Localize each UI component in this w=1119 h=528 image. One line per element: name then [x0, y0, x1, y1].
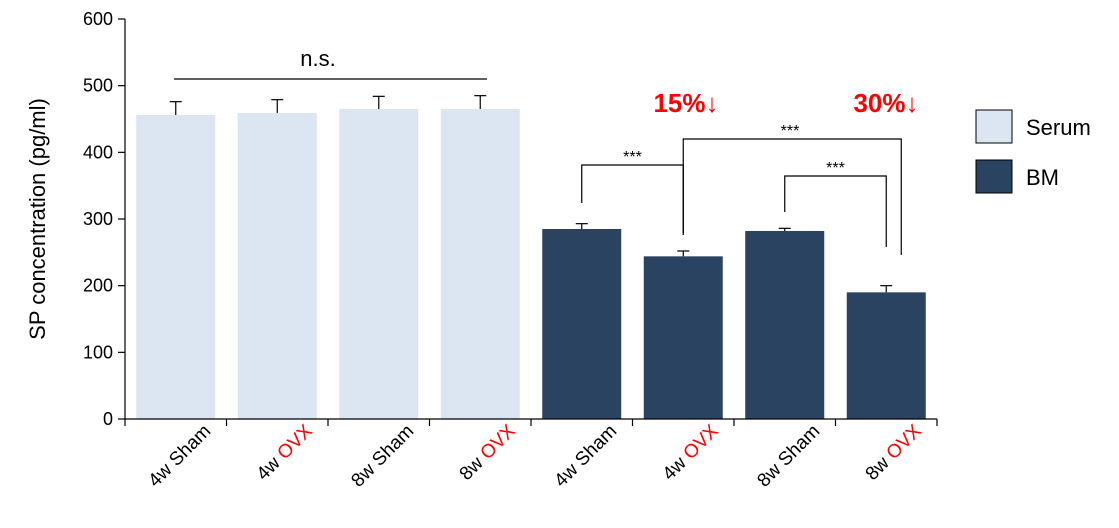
ns-label: n.s.: [300, 46, 335, 71]
legend-label: BM: [1026, 165, 1059, 190]
bar: [339, 109, 419, 419]
x-tick-label: 4w OVX: [253, 420, 317, 484]
x-tick-label: 4w Sham: [550, 421, 621, 492]
x-axis: 4w Sham 4w OVX 8w Sham 8w OVX 4w Sham 4w OVX 8…: [124, 418, 938, 492]
bar: [136, 115, 216, 419]
x-tick-label: 4w OVX: [659, 420, 723, 484]
x-tick-label: 4w Sham: [144, 421, 215, 492]
x-tick-label: 8w OVX: [862, 420, 926, 484]
bars: [136, 95, 926, 419]
x-tick-label: 8w Sham: [753, 421, 824, 492]
sig-label: ***: [826, 160, 845, 177]
annotations: n.s. *** *** *** 15%↓ 30%↓: [174, 46, 919, 255]
sig-bracket-8w: [784, 175, 887, 247]
x-tick-label: 8w OVX: [456, 420, 520, 484]
sig-label: ***: [781, 123, 800, 140]
y-axis: 0 100 200 300 400 500 600: [83, 9, 126, 429]
legend-label: Serum: [1026, 115, 1091, 140]
sig-label: ***: [623, 149, 642, 166]
y-tick-label: 0: [103, 409, 113, 429]
y-axis-title: SP concentration (pg/ml): [25, 98, 50, 340]
y-tick-label: 600: [83, 9, 113, 29]
bar: [440, 109, 520, 419]
bar: [643, 256, 723, 419]
y-tick-label: 100: [83, 342, 113, 362]
bar: [745, 231, 825, 419]
bar: [237, 113, 317, 419]
legend-swatch: [975, 109, 1013, 144]
y-tick-label: 500: [83, 76, 113, 96]
y-tick-label: 200: [83, 276, 113, 296]
pct-label-8w: 30%↓: [853, 88, 918, 118]
x-tick-label: 8w Sham: [347, 421, 418, 492]
sig-bracket-ovx: [682, 138, 902, 255]
legend: Serum BM: [975, 109, 1091, 194]
y-tick-label: 400: [83, 142, 113, 162]
legend-swatch: [975, 159, 1013, 194]
pct-label-4w: 15%↓: [653, 88, 718, 118]
bar: [542, 229, 622, 419]
bar: [846, 292, 926, 419]
y-tick-label: 300: [83, 209, 113, 229]
sig-bracket-4w: [581, 164, 684, 233]
